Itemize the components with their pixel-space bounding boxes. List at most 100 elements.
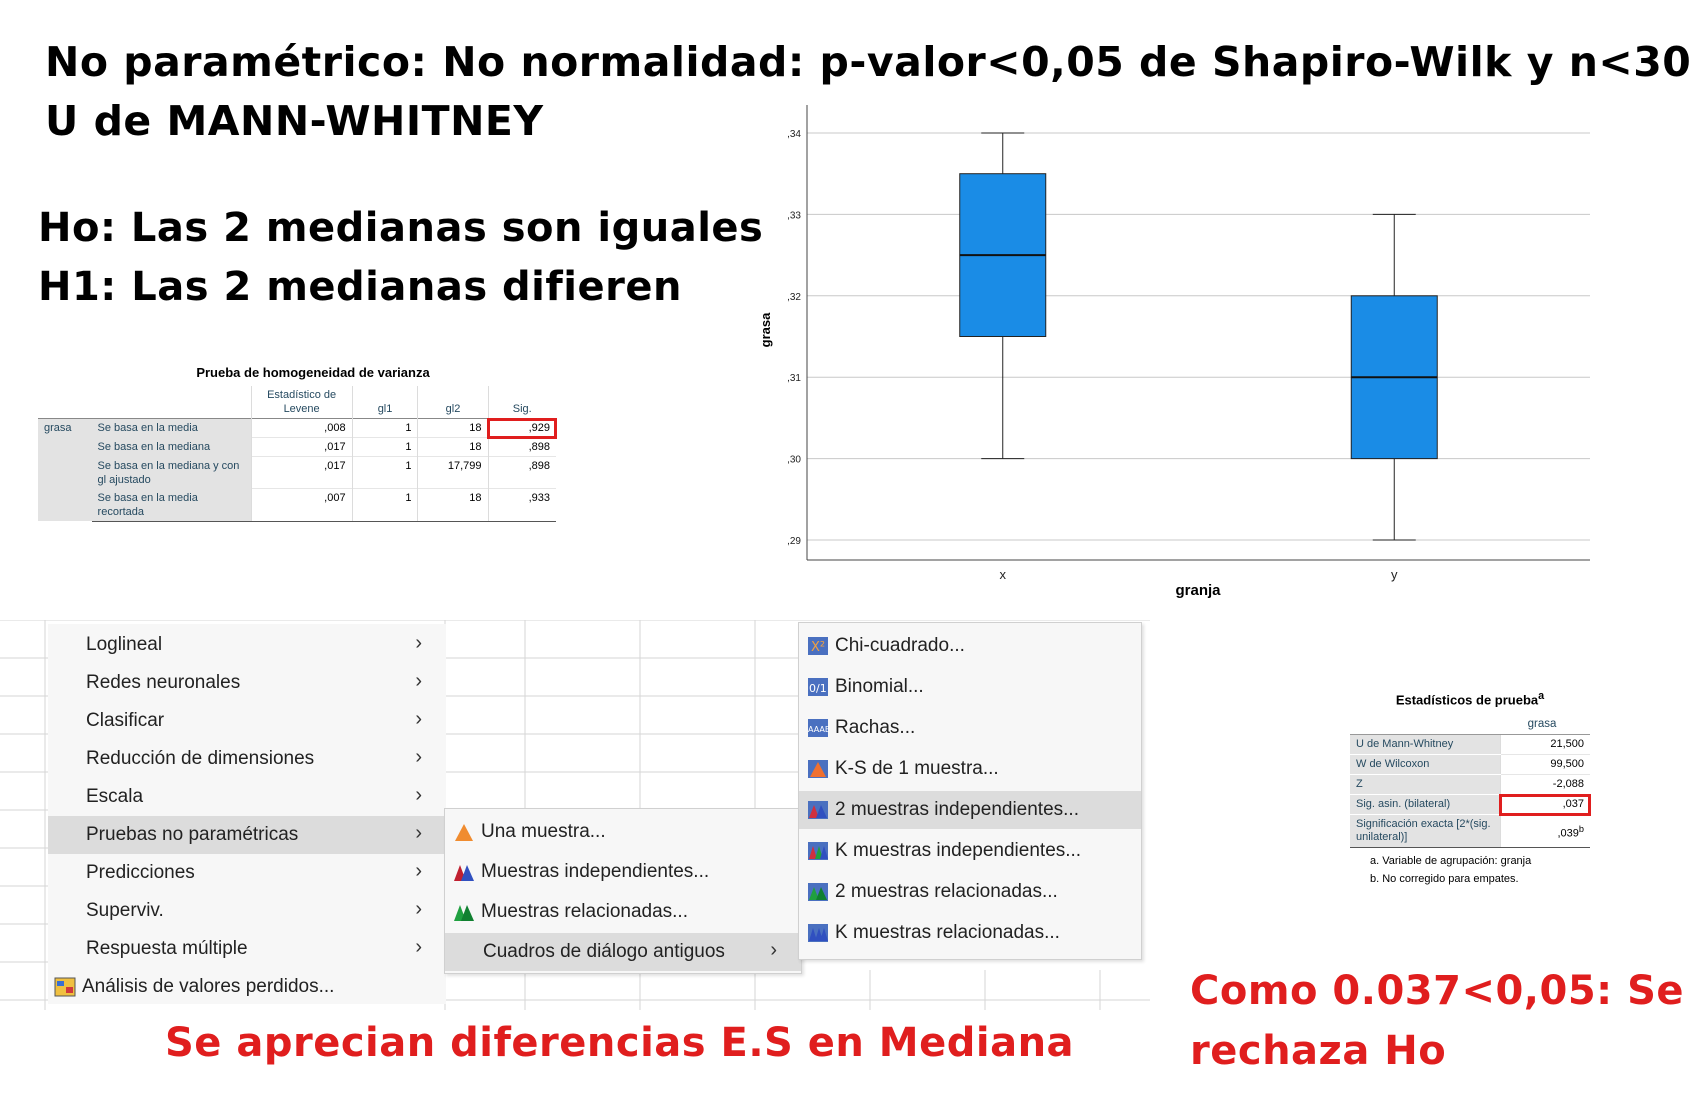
y-tick-label: ,29 bbox=[787, 536, 801, 547]
cell: 17,799 bbox=[417, 456, 488, 489]
footnote-a: a. Variable de agrupación: granja bbox=[1370, 855, 1532, 868]
menu-item-label: Redes neuronales bbox=[86, 672, 241, 693]
menu-item-respuesta-multiple[interactable]: Respuesta múltiple › bbox=[48, 930, 446, 968]
ks-test-icon bbox=[808, 760, 828, 778]
menu-item-label: Cuadros de diálogo antiguos bbox=[483, 941, 725, 962]
k-independent-samples-icon bbox=[808, 842, 828, 860]
row-label: Significación exacta [2*(sig. unilateral… bbox=[1350, 814, 1500, 849]
menu-item-label: Clasificar bbox=[86, 710, 165, 731]
conclusion-right-line1: Como 0.037<0,05: Se bbox=[1190, 968, 1685, 1014]
y-axis-label: grasa bbox=[758, 312, 773, 347]
row-label: U de Mann-Whitney bbox=[1350, 734, 1500, 756]
chevron-right-icon: › bbox=[415, 860, 422, 882]
table-row: Se basa en la mediana y con gl ajustado … bbox=[38, 456, 556, 489]
cell: 1 bbox=[351, 418, 418, 438]
runs-icon: AAAB bbox=[808, 719, 829, 737]
menu-item-muestras-relacionadas[interactable]: Muestras relacionadas... bbox=[445, 893, 801, 931]
y-tick-label: ,33 bbox=[787, 210, 801, 221]
analyze-menu: Loglineal › Redes neuronales › Clasificar ›… bbox=[48, 624, 446, 1004]
cell: ,008 bbox=[250, 418, 353, 438]
footnote-marker: b bbox=[1578, 823, 1584, 834]
menu-item-clasificar[interactable]: Clasificar › bbox=[48, 702, 446, 740]
heading-line1: No paramétrico: No normalidad: p-valor<0… bbox=[45, 38, 1692, 86]
levene-variable: grasa bbox=[38, 418, 92, 521]
menu-item-label: Chi-cuadrado... bbox=[835, 635, 965, 656]
highlighted-sig-cell: ,929 bbox=[487, 417, 557, 439]
menu-item-ks-1-muestra[interactable]: K-S de 1 muestra... bbox=[799, 750, 1141, 788]
teststats-col-header: grasa bbox=[1350, 715, 1590, 736]
conclusion-left: Se aprecian diferencias E.S en Mediana bbox=[165, 1020, 1075, 1066]
cell-value: ,039 bbox=[1557, 827, 1579, 840]
menu-item-una-muestra[interactable]: Una muestra... bbox=[445, 813, 801, 851]
menu-item-2-muestras-independientes[interactable]: 2 muestras independientes... bbox=[799, 791, 1141, 829]
chevron-right-icon: › bbox=[415, 898, 422, 920]
y-tick-label: ,31 bbox=[787, 373, 801, 384]
row-label: Se basa en la mediana bbox=[91, 437, 252, 457]
related-samples-icon bbox=[454, 905, 474, 921]
menu-item-pruebas-no-parametricas[interactable]: Pruebas no paramétricas › bbox=[48, 816, 446, 854]
y-tick-label: ,30 bbox=[787, 455, 801, 466]
menu-item-rachas[interactable]: AAAB Rachas... bbox=[799, 709, 1141, 747]
table-row: Se basa en la media recortada ,007 1 18 … bbox=[38, 488, 556, 522]
menu-item-label: Una muestra... bbox=[481, 821, 606, 842]
menu-item-redes-neuronales[interactable]: Redes neuronales › bbox=[48, 664, 446, 702]
table-row: U de Mann-Whitney 21,500 bbox=[1350, 734, 1590, 756]
menu-item-muestras-independientes[interactable]: Muestras independientes... bbox=[445, 853, 801, 891]
x-tick-label: y bbox=[1391, 567, 1398, 582]
k-related-samples-icon bbox=[808, 924, 828, 942]
row-label: Se basa en la media bbox=[91, 418, 252, 438]
menu-item-label: 2 muestras independientes... bbox=[835, 799, 1079, 820]
menu-item-label: Análisis de valores perdidos... bbox=[82, 976, 335, 997]
cell: 1 bbox=[351, 456, 418, 489]
conclusion-right-line2: rechaza Ho bbox=[1190, 1028, 1447, 1074]
levene-title: Prueba de homogeneidad de varianza bbox=[196, 365, 430, 380]
footnote-marker: a bbox=[1538, 690, 1545, 702]
cell: ,017 bbox=[250, 437, 353, 457]
table-row: Se basa en la mediana ,017 1 18 ,898 bbox=[38, 437, 556, 457]
data-grid-background bbox=[0, 620, 1150, 1010]
menu-item-label: Superviv. bbox=[86, 900, 164, 921]
menu-item-label: Predicciones bbox=[86, 862, 195, 883]
menu-item-predicciones[interactable]: Predicciones › bbox=[48, 854, 446, 892]
svg-text:0/1: 0/1 bbox=[809, 682, 827, 695]
chevron-right-icon: › bbox=[415, 746, 422, 768]
menu-item-label: Reducción de dimensiones bbox=[86, 748, 315, 769]
chevron-right-icon: › bbox=[415, 822, 422, 844]
menu-item-superviv[interactable]: Superviv. › bbox=[48, 892, 446, 930]
test-statistics-table: Estadísticos de pruebaa grasa U de Mann-… bbox=[1350, 690, 1591, 886]
table-row: grasa Se basa en la media ,008 1 18 ,929 bbox=[38, 417, 557, 521]
cell: 1 bbox=[351, 488, 418, 522]
cell: ,898 bbox=[487, 437, 556, 457]
menu-item-2-muestras-relacionadas[interactable]: 2 muestras relacionadas... bbox=[799, 873, 1141, 911]
menu-item-analisis-valores-perdidos[interactable]: Análisis de valores perdidos... bbox=[48, 968, 446, 1006]
menu-item-k-muestras-relacionadas[interactable]: K muestras relacionadas... bbox=[799, 914, 1141, 952]
menu-item-cuadros-dialogo-antiguos[interactable]: Cuadros de diálogo antiguos › bbox=[445, 933, 801, 971]
cell: ,017 bbox=[250, 456, 353, 489]
table-row: Sig. asin. (bilateral) ,037 bbox=[1350, 793, 1591, 816]
chi-square-icon: X² bbox=[808, 637, 828, 655]
y-tick-label: ,32 bbox=[787, 292, 801, 303]
menu-item-label: Muestras independientes... bbox=[481, 861, 710, 882]
chevron-right-icon: › bbox=[415, 670, 422, 692]
cell: 1 bbox=[351, 437, 418, 457]
cell: ,039b bbox=[1499, 814, 1590, 849]
menu-item-label: Pruebas no paramétricas bbox=[86, 824, 299, 845]
menu-item-chi-cuadrado[interactable]: X² Chi-cuadrado... bbox=[799, 627, 1141, 665]
cell: ,898 bbox=[487, 456, 556, 489]
cell: 21,500 bbox=[1499, 734, 1590, 755]
menu-item-escala[interactable]: Escala › bbox=[48, 778, 446, 816]
menu-item-binomial[interactable]: 0/1 Binomial... bbox=[799, 668, 1141, 706]
chevron-right-icon: › bbox=[415, 784, 422, 806]
y-tick-label: ,34 bbox=[787, 129, 801, 140]
row-label: Sig. asin. (bilateral) bbox=[1350, 794, 1500, 816]
row-label: Z bbox=[1350, 774, 1500, 796]
svg-text:X²: X² bbox=[811, 640, 825, 655]
cell: 18 bbox=[417, 437, 488, 457]
cell: 18 bbox=[417, 488, 488, 522]
menu-item-k-muestras-independientes[interactable]: K muestras independientes... bbox=[799, 832, 1141, 870]
levene-col-gl1: gl1 bbox=[351, 386, 418, 419]
menu-item-reduccion-dimensiones[interactable]: Reducción de dimensiones › bbox=[48, 740, 446, 778]
menu-item-loglineal[interactable]: Loglineal › bbox=[48, 626, 446, 664]
footnote-b: b. No corregido para empates. bbox=[1370, 873, 1519, 886]
cell: ,007 bbox=[250, 488, 353, 522]
